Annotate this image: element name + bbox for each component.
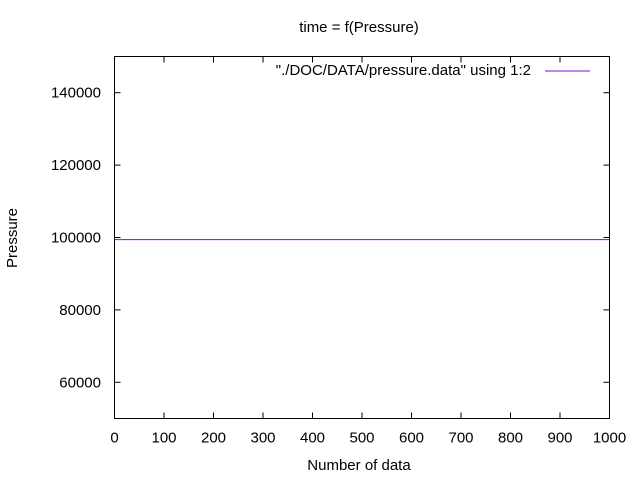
x-tick-label: 1000 (593, 430, 626, 447)
x-tick-label: 400 (300, 430, 325, 447)
y-tick-label: 100000 (51, 230, 101, 247)
axis-ticks: 0 100 200 300 400 500 600 700 800 900 1000 60000 800… (51, 56, 626, 447)
y-tick-label: 120000 (51, 157, 101, 174)
y-axis-label: Pressure (4, 208, 21, 268)
x-tick-label: 300 (250, 430, 275, 447)
x-tick-label: 100 (151, 430, 176, 447)
y-tick-label: 60000 (59, 374, 101, 391)
plot-frame (114, 56, 610, 419)
x-tick-label: 900 (547, 430, 572, 447)
x-tick-label: 700 (448, 430, 473, 447)
x-tick-label: 0 (110, 430, 118, 447)
x-axis-label: Number of data (307, 457, 411, 474)
x-tick-label: 500 (349, 430, 374, 447)
legend-label: "./DOC/DATA/pressure.data" using 1:2 (276, 62, 531, 79)
x-tick-label: 800 (498, 430, 523, 447)
x-tick-label: 200 (201, 430, 226, 447)
legend: "./DOC/DATA/pressure.data" using 1:2 (276, 62, 590, 79)
chart-title: time = f(Pressure) (299, 19, 419, 36)
y-tick-label: 140000 (51, 85, 101, 102)
x-tick-label: 600 (399, 430, 424, 447)
y-tick-label: 80000 (59, 302, 101, 319)
